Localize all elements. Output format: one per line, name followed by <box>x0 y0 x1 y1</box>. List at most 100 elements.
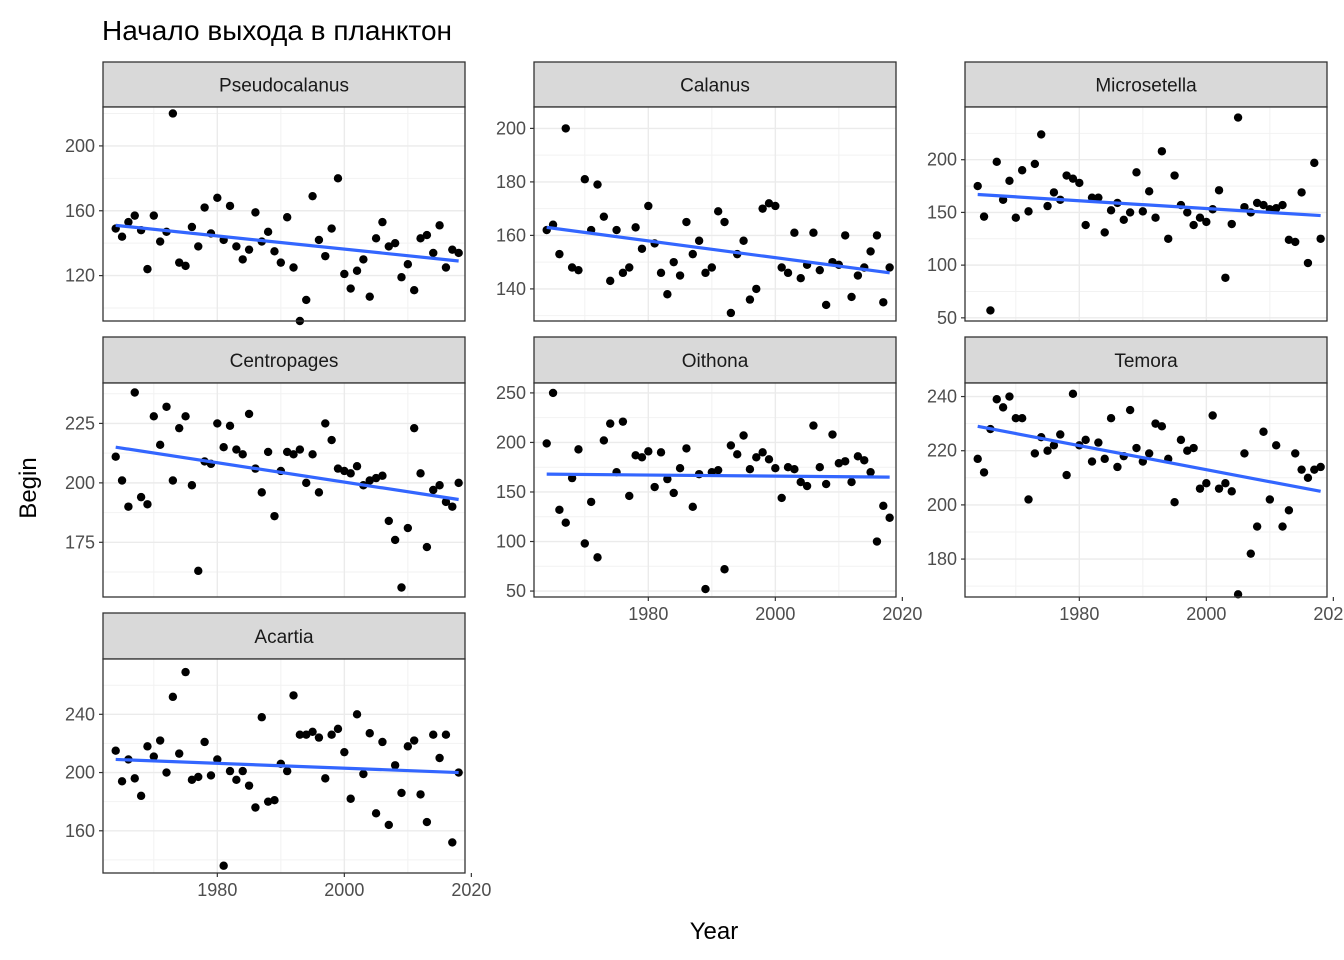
data-point <box>187 775 197 785</box>
strip-calanus <box>533 61 897 108</box>
data-point <box>403 742 413 751</box>
data-point <box>1017 414 1027 423</box>
data-point <box>263 447 273 457</box>
y-tick-label: 200 <box>65 136 95 156</box>
y-tick-label: 50 <box>937 308 957 328</box>
data-point <box>1195 213 1205 222</box>
data-point <box>548 388 558 398</box>
data-point <box>1189 220 1198 230</box>
data-point <box>561 124 570 133</box>
data-point <box>1202 479 1211 488</box>
data-point <box>111 746 120 755</box>
data-point <box>371 809 381 818</box>
data-point <box>828 430 837 439</box>
data-point <box>567 263 577 272</box>
data-point <box>1138 207 1148 216</box>
data-point <box>213 419 222 428</box>
data-point <box>346 284 355 293</box>
data-point <box>815 265 824 275</box>
data-point <box>143 264 152 274</box>
data-point <box>194 566 203 576</box>
data-point <box>1151 213 1160 222</box>
data-point <box>1221 479 1230 488</box>
data-point <box>1246 549 1255 558</box>
data-point <box>378 471 387 480</box>
data-point <box>580 175 590 184</box>
data-point <box>422 542 432 552</box>
data-point <box>979 212 989 221</box>
data-point <box>257 713 266 722</box>
strip-label: Temora <box>1114 351 1178 372</box>
data-point <box>745 464 755 474</box>
data-point <box>809 228 818 237</box>
data-point <box>390 238 400 248</box>
y-tick-label: 200 <box>65 763 95 783</box>
data-point <box>625 491 634 501</box>
data-point <box>257 488 266 497</box>
data-point <box>200 203 209 212</box>
data-point <box>1221 273 1230 282</box>
data-point <box>1176 435 1186 445</box>
data-point <box>1068 389 1078 399</box>
y-tick-label: 200 <box>496 118 526 138</box>
data-point <box>1043 446 1052 455</box>
data-point <box>213 755 222 764</box>
strip-oithona <box>533 336 897 384</box>
data-point <box>346 794 355 803</box>
data-point <box>244 409 254 419</box>
panel-centropages: Centropages 175 200 225 <box>65 336 466 598</box>
data-point <box>1011 213 1021 222</box>
panel-temora: Temora 180 200 220 240 1980 2000 2020 <box>927 336 1344 624</box>
data-point <box>606 419 615 428</box>
data-point <box>168 476 178 485</box>
data-point <box>1062 470 1071 480</box>
data-point <box>1183 446 1192 455</box>
data-point <box>429 730 438 739</box>
data-point <box>758 448 767 457</box>
data-point <box>998 403 1008 412</box>
data-point <box>599 212 609 221</box>
x-axis-title: Year <box>690 918 739 945</box>
panel-background <box>534 383 896 597</box>
data-point <box>631 451 640 460</box>
strip-label: Oithona <box>682 351 749 372</box>
data-point <box>574 265 583 275</box>
data-point <box>397 788 406 798</box>
data-point <box>1081 220 1090 230</box>
data-point <box>340 747 349 757</box>
panel-border <box>964 382 1328 598</box>
data-point <box>422 230 432 240</box>
data-point <box>992 157 1001 167</box>
data-point <box>1037 130 1046 139</box>
data-point <box>441 730 451 739</box>
data-point <box>397 273 406 282</box>
data-point <box>454 478 463 488</box>
data-point <box>992 395 1001 404</box>
data-point <box>739 236 748 245</box>
data-point <box>840 457 850 466</box>
y-tick-label: 225 <box>65 413 95 433</box>
data-point <box>688 249 697 259</box>
data-point <box>1240 449 1249 458</box>
data-point <box>599 436 609 445</box>
data-point <box>866 467 875 477</box>
data-point <box>454 248 463 258</box>
data-point <box>295 730 305 739</box>
data-point <box>225 766 235 776</box>
data-point <box>321 419 330 428</box>
data-point <box>181 667 190 677</box>
data-point <box>1189 443 1198 453</box>
data-point <box>764 199 774 208</box>
data-point <box>783 268 793 278</box>
data-point <box>1011 414 1021 423</box>
data-point <box>885 263 894 272</box>
data-point <box>764 455 774 464</box>
data-point <box>593 180 602 189</box>
data-point <box>200 737 209 747</box>
data-point <box>1119 215 1128 224</box>
data-point <box>758 204 767 213</box>
data-point <box>422 817 432 827</box>
data-point <box>232 445 241 454</box>
strip-centropages <box>102 336 466 384</box>
data-point <box>1157 147 1167 156</box>
